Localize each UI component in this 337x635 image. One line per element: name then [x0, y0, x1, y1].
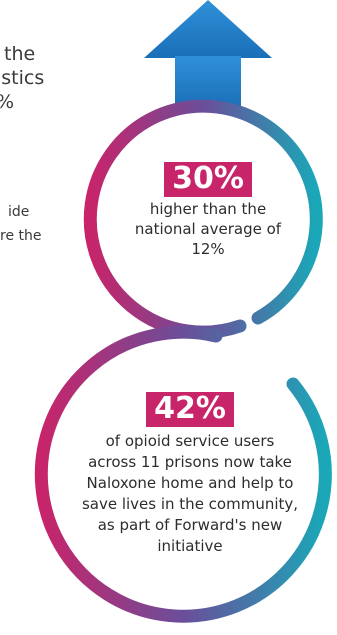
cut-text-line: istics — [0, 67, 45, 89]
stat-lower-description: of opioid service users across 11 prison… — [58, 431, 322, 557]
stat-upper-description: higher than the national average of 12% — [118, 199, 298, 259]
description-line: higher than the — [149, 199, 267, 218]
up-arrow-icon — [144, 0, 272, 108]
stat-upper: 30% higher than the national average of … — [118, 161, 298, 259]
cut-text-line: re the — [0, 228, 42, 244]
upper-ring — [83, 99, 323, 339]
description-line: as part of Forward's new — [97, 515, 283, 534]
description-line: across 11 prisons now take — [88, 452, 292, 471]
description-line: initiative — [157, 536, 223, 555]
cut-text-line: the — [4, 43, 36, 65]
description-line: Naloxone home and help to — [86, 473, 294, 492]
stat-lower-value: 42% — [146, 391, 234, 427]
lower-ring — [34, 325, 332, 623]
description-line: national average of — [134, 219, 282, 238]
stat-upper-value: 30% — [164, 161, 252, 197]
stat-lower: 42% of opioid service users across 11 pr… — [58, 391, 322, 557]
description-line: 12% — [191, 239, 225, 258]
description-line: save lives in the community, — [81, 494, 299, 513]
cut-text-line: ide — [8, 204, 30, 220]
cut-text-line: % — [0, 90, 14, 114]
description-line: of opioid service users — [105, 431, 275, 450]
